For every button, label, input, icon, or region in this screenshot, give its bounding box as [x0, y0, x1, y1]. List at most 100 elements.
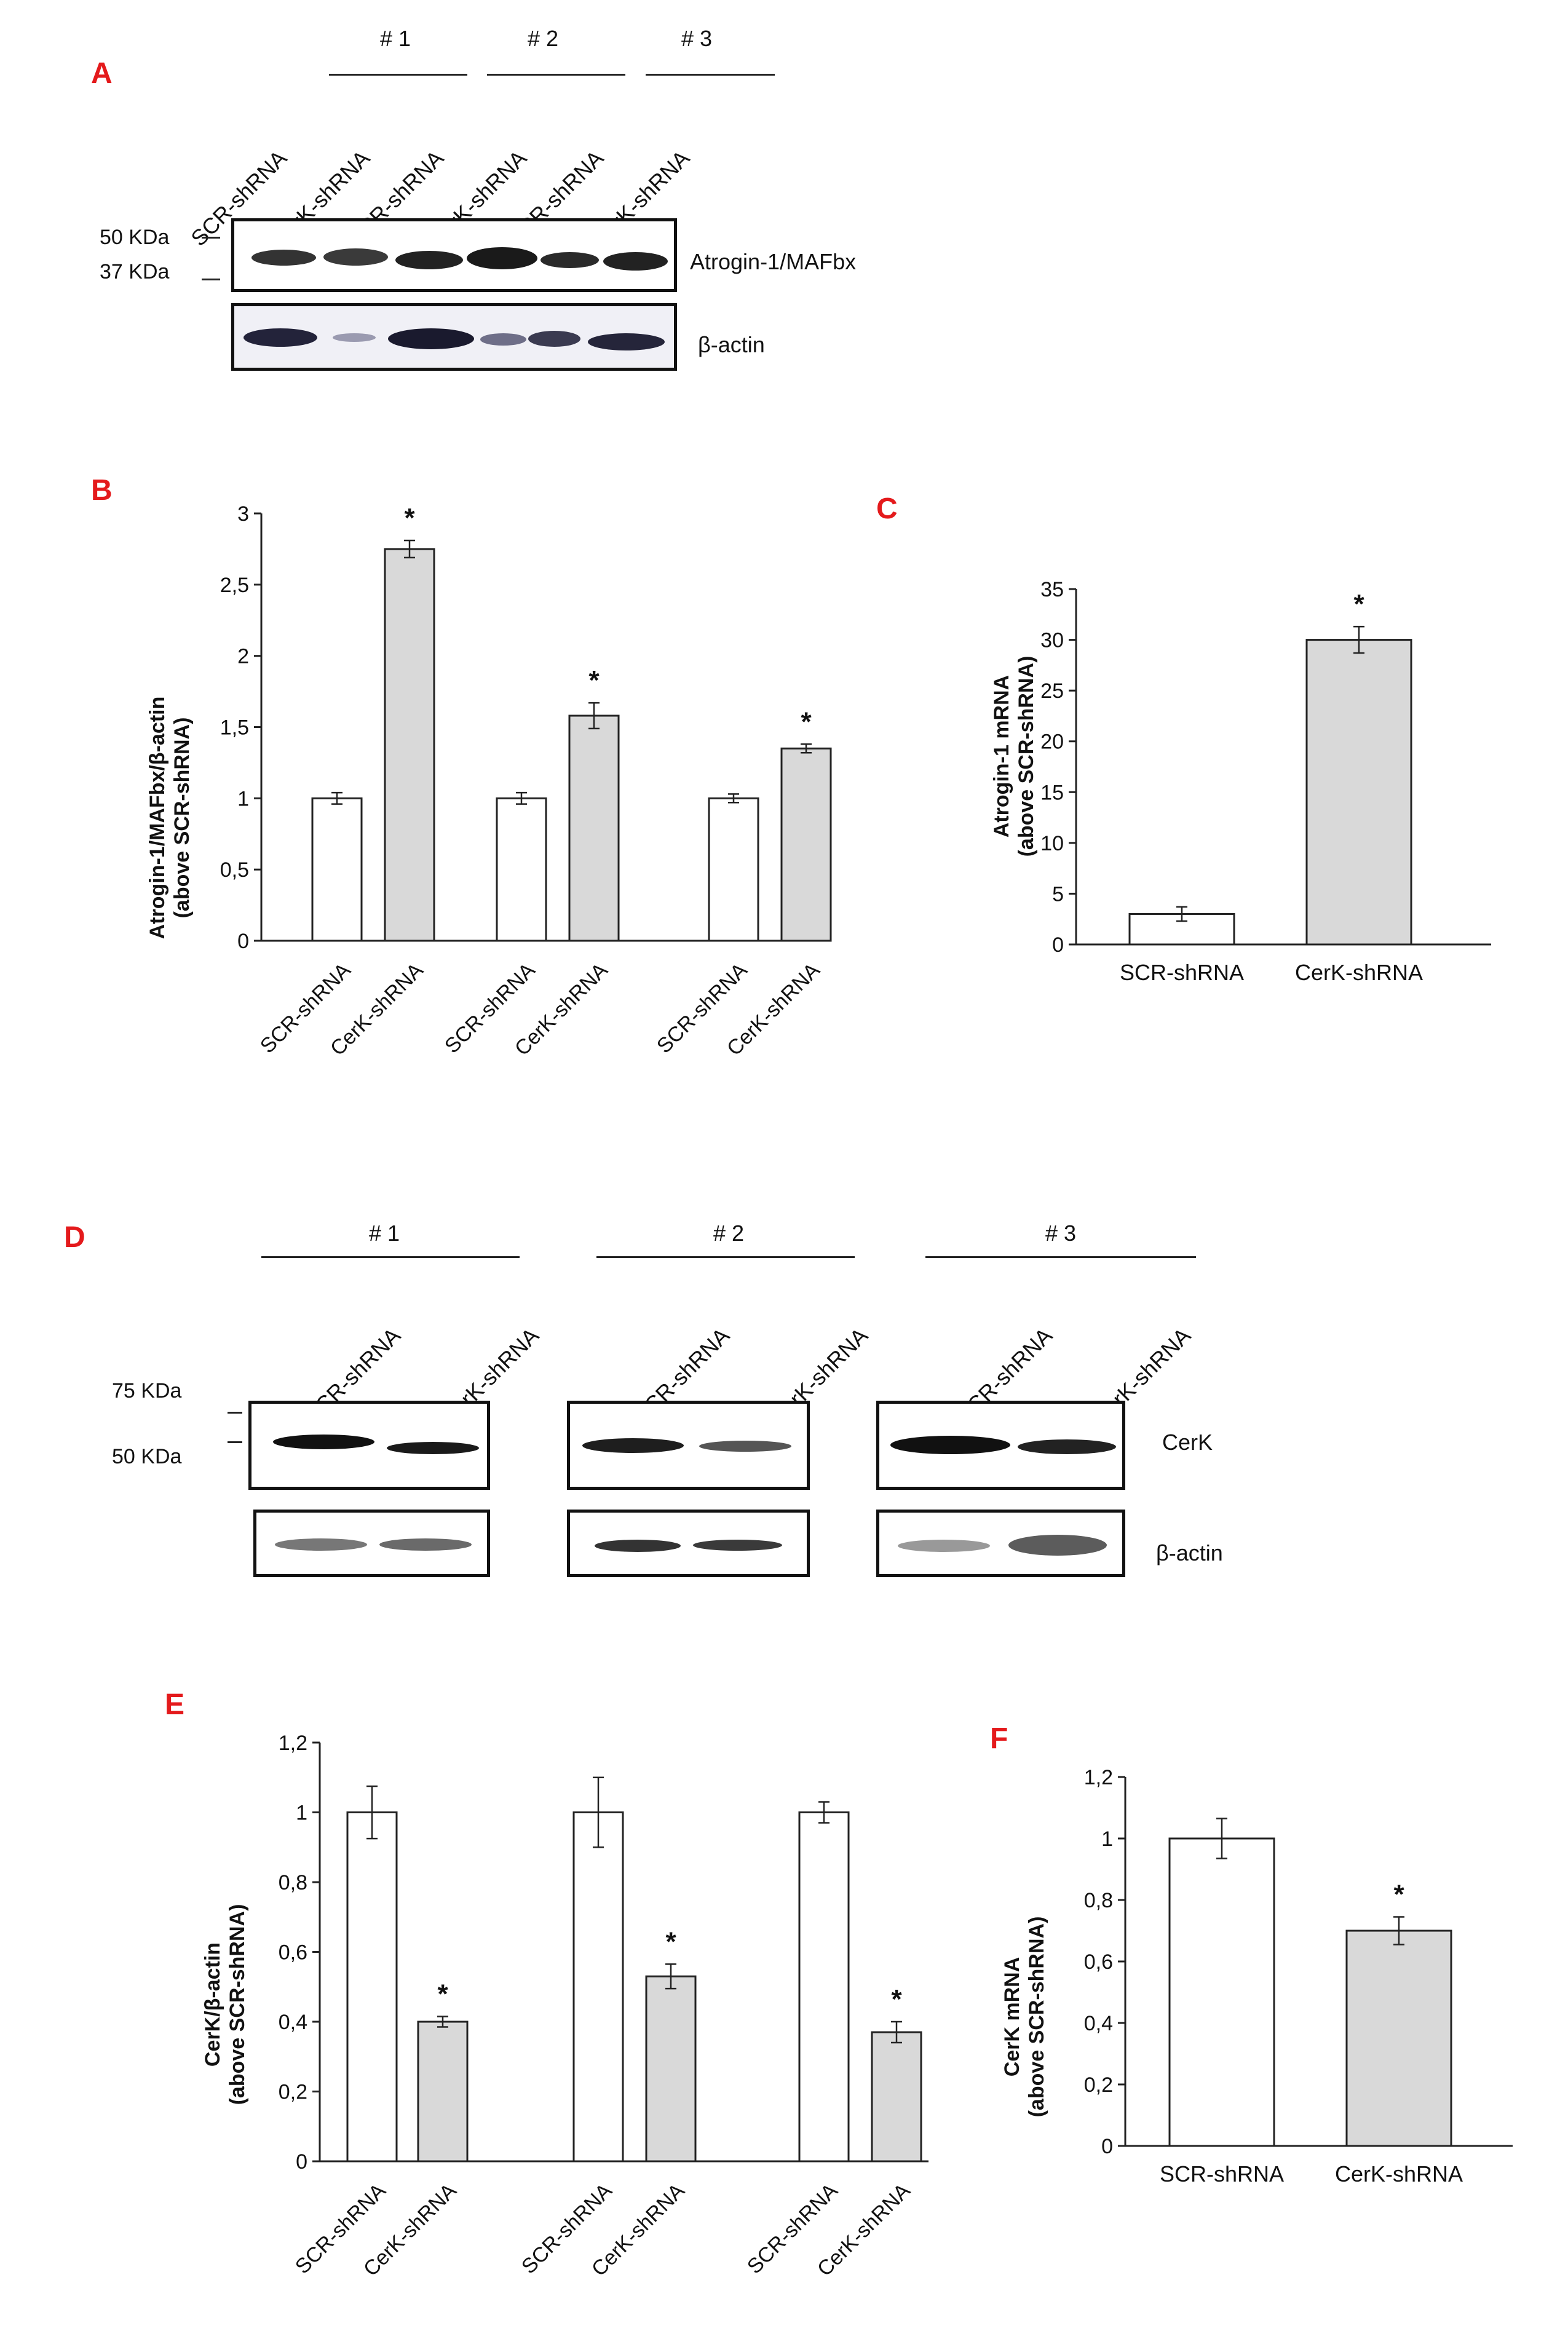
- x-tick-label: CerK-shRNA: [1335, 2161, 1463, 2187]
- group-header-3: # 3: [1045, 1221, 1077, 1246]
- group-header-2: # 2: [713, 1221, 745, 1246]
- blot-band: [890, 1436, 1010, 1454]
- blot-atrogin: [231, 218, 677, 292]
- group-underline-3: [925, 1256, 1196, 1258]
- blot-band: [395, 251, 463, 269]
- y-tick-label: 10: [1040, 832, 1064, 855]
- panel-label-e: E: [165, 1688, 185, 1721]
- y-tick-label: 1,2: [279, 1731, 307, 1755]
- significance-star: *: [1393, 1880, 1404, 1910]
- significance-star: *: [437, 1979, 448, 2009]
- y-axis-label: (above SCR-shRNA): [1025, 1917, 1048, 2118]
- bar: [708, 797, 759, 942]
- blot-band: [603, 252, 668, 271]
- group-underline-3: [646, 74, 775, 76]
- y-tick-label: 0,4: [279, 2011, 307, 2034]
- y-tick-label: 0: [1101, 2135, 1113, 2158]
- bar: [572, 1811, 624, 2163]
- panel-label-c: C: [876, 493, 898, 525]
- significance-star: *: [665, 1926, 676, 1957]
- y-tick-label: 1: [296, 1802, 307, 1825]
- y-axis-label: (above SCR-shRNA): [1015, 656, 1038, 857]
- bar: [1345, 1929, 1452, 2147]
- y-tick-label: 0,8: [279, 1871, 307, 1894]
- y-tick-label: 3: [237, 502, 249, 526]
- blot-cerk-3: [876, 1401, 1125, 1490]
- group-header-1: # 1: [369, 1221, 400, 1246]
- y-tick-label: 0: [1052, 933, 1064, 957]
- mw-marker-50: 50 KDa: [100, 226, 170, 249]
- mw-tick: [202, 237, 220, 239]
- panel-label-b: B: [91, 474, 113, 507]
- bar: [568, 714, 620, 942]
- significance-star: *: [801, 706, 812, 737]
- y-tick-label: 0,6: [279, 1941, 307, 1965]
- blot-band: [588, 333, 665, 350]
- bar: [417, 2020, 469, 2163]
- y-tick-label: 1: [1101, 1827, 1113, 1851]
- bar: [871, 2031, 922, 2163]
- blot-band: [480, 333, 526, 346]
- group-header-2: # 2: [528, 26, 559, 51]
- bar: [496, 797, 547, 942]
- blot-band: [528, 331, 580, 347]
- blot-loading-label: β-actin: [698, 332, 765, 357]
- panel-label-a: A: [91, 57, 113, 90]
- blot-band: [693, 1540, 782, 1551]
- y-tick-label: 0: [237, 930, 249, 953]
- group-underline-2: [596, 1256, 855, 1258]
- x-tick-label: SCR-shRNA: [1160, 2161, 1284, 2187]
- panel-label-f: F: [990, 1722, 1008, 1755]
- y-tick-label: 15: [1040, 781, 1064, 804]
- x-tick-label: SCR-shRNA: [1120, 960, 1244, 985]
- y-tick-label: 0: [296, 2150, 307, 2174]
- y-axis-label: Atrogin-1/MAFbx/β-actin: [146, 697, 169, 940]
- blot-band: [333, 333, 376, 342]
- bar: [311, 797, 363, 942]
- y-tick-label: 1,2: [1084, 1766, 1113, 1789]
- y-tick-label: 5: [1052, 882, 1064, 906]
- y-tick-label: 2: [237, 645, 249, 668]
- chart-e: CerK/β-actin (above SCR-shRNA) 0 0,2 0,4 0,…: [201, 1731, 929, 2281]
- mw-tick: [202, 279, 220, 280]
- blot-actin-d1: [253, 1510, 490, 1577]
- bar: [384, 548, 435, 942]
- blot-band: [273, 1435, 374, 1449]
- chart-b: Atrogin-1/MAFbx/β-actin (above SCR-shRNA…: [146, 502, 832, 1061]
- mw-marker-50: 50 KDa: [112, 1445, 182, 1468]
- y-tick-label: 25: [1040, 679, 1064, 703]
- blot-actin-d2: [567, 1510, 810, 1577]
- blot-band: [467, 247, 537, 269]
- blot-band: [699, 1441, 791, 1452]
- y-tick-label: 0,2: [1084, 2073, 1113, 2097]
- blot-band: [251, 250, 316, 266]
- y-tick-label: 1: [237, 787, 249, 810]
- y-tick-label: 1,5: [220, 716, 249, 740]
- y-tick-label: 0,6: [1084, 1950, 1113, 1974]
- blot-target-label: Atrogin-1/MAFbx: [690, 249, 857, 274]
- blot-band: [388, 328, 474, 349]
- y-axis-label: (above SCR-shRNA): [226, 1904, 249, 2105]
- y-tick-label: 30: [1040, 629, 1064, 652]
- group-underline-1: [329, 74, 467, 76]
- y-axis-label: CerK mRNA: [1000, 1957, 1024, 2077]
- y-tick-label: 2,5: [220, 574, 249, 597]
- y-tick-label: 0,2: [279, 2081, 307, 2104]
- group-header-1: # 1: [380, 26, 411, 51]
- blot-target-label: CerK: [1162, 1430, 1213, 1455]
- blot-band: [1018, 1439, 1116, 1454]
- mw-marker-37: 37 KDa: [100, 260, 170, 283]
- bar: [1168, 1837, 1275, 2147]
- mw-tick: [228, 1441, 242, 1443]
- bar: [346, 1811, 398, 2163]
- blot-cerk-1: [248, 1401, 490, 1490]
- x-tick-label: CerK-shRNA: [1295, 960, 1423, 985]
- y-axis-label: Atrogin-1 mRNA: [990, 675, 1013, 837]
- blot-cerk-2: [567, 1401, 810, 1490]
- blot-band: [244, 328, 317, 347]
- blot-band: [898, 1540, 990, 1552]
- blot-actin-d3: [876, 1510, 1125, 1577]
- group-underline-2: [487, 74, 625, 76]
- y-tick-label: 0,8: [1084, 1889, 1113, 1912]
